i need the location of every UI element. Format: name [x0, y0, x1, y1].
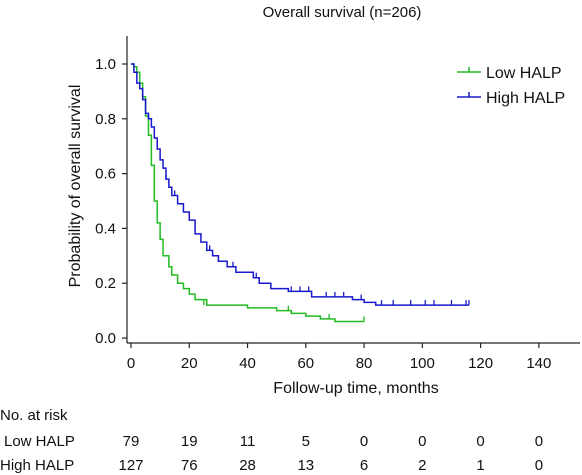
risk-row-label-low-halp: Low HALP [4, 433, 75, 450]
legend-label-low-halp: Low HALP [486, 65, 562, 82]
x-tick-label: 40 [239, 355, 256, 372]
curve-low-halp [131, 63, 365, 323]
risk-value: 0 [476, 433, 484, 450]
risk-value: 11 [240, 433, 256, 450]
risk-value: 0 [418, 433, 426, 450]
y-axis-label: Probability of overall survival [67, 85, 84, 288]
x-tick-label: 120 [468, 355, 493, 372]
legend-item-low-halp: Low HALP [457, 65, 562, 82]
x-tick-label: 20 [181, 355, 198, 372]
risk-row-label-high-halp: High HALP [0, 457, 74, 474]
x-tick-label: 80 [356, 355, 373, 372]
x-axis-ticks: 0 20 40 60 80 100 120 140 [127, 343, 551, 372]
x-tick-label: 140 [526, 355, 551, 372]
y-tick-label: 0.0 [95, 330, 116, 347]
x-axis-label: Follow-up time, months [273, 380, 438, 397]
legend-item-high-halp: High HALP [457, 90, 565, 107]
risk-value: 2 [418, 457, 426, 474]
curve-high-halp [131, 63, 469, 306]
risk-value: 0 [535, 457, 543, 474]
risk-value: 127 [118, 457, 143, 474]
risk-table: Low HALP High HALP 79 19 11 5 0 0 0 0 127 76 28 13 6… [0, 433, 543, 474]
y-tick-label: 1.0 [95, 56, 116, 73]
risk-value: 28 [239, 457, 256, 474]
y-tick-label: 0.4 [95, 220, 116, 237]
risk-value: 79 [123, 433, 140, 450]
risk-value: 0 [535, 433, 543, 450]
y-tick-label: 0.2 [95, 275, 116, 292]
chart-title: Overall survival (n=206) [263, 4, 422, 21]
x-tick-label: 0 [127, 355, 135, 372]
risk-value: 1 [476, 457, 484, 474]
survival-curves [131, 63, 470, 323]
axes [126, 36, 580, 344]
y-tick-label: 0.6 [95, 166, 116, 183]
risk-value: 13 [297, 457, 314, 474]
y-axis-ticks: 0.0 0.2 0.4 0.6 0.8 1.0 [95, 56, 127, 347]
legend-label-high-halp: High HALP [486, 90, 565, 107]
y-tick-label: 0.8 [95, 111, 116, 128]
x-tick-label: 100 [410, 355, 435, 372]
risk-value: 19 [181, 433, 198, 450]
risk-value: 76 [181, 457, 198, 474]
risk-table-header: No. at risk [0, 407, 68, 424]
risk-value: 0 [360, 433, 368, 450]
legend: Low HALP High HALP [457, 65, 565, 107]
x-tick-label: 60 [297, 355, 314, 372]
risk-value: 6 [360, 457, 368, 474]
risk-value: 5 [302, 433, 310, 450]
